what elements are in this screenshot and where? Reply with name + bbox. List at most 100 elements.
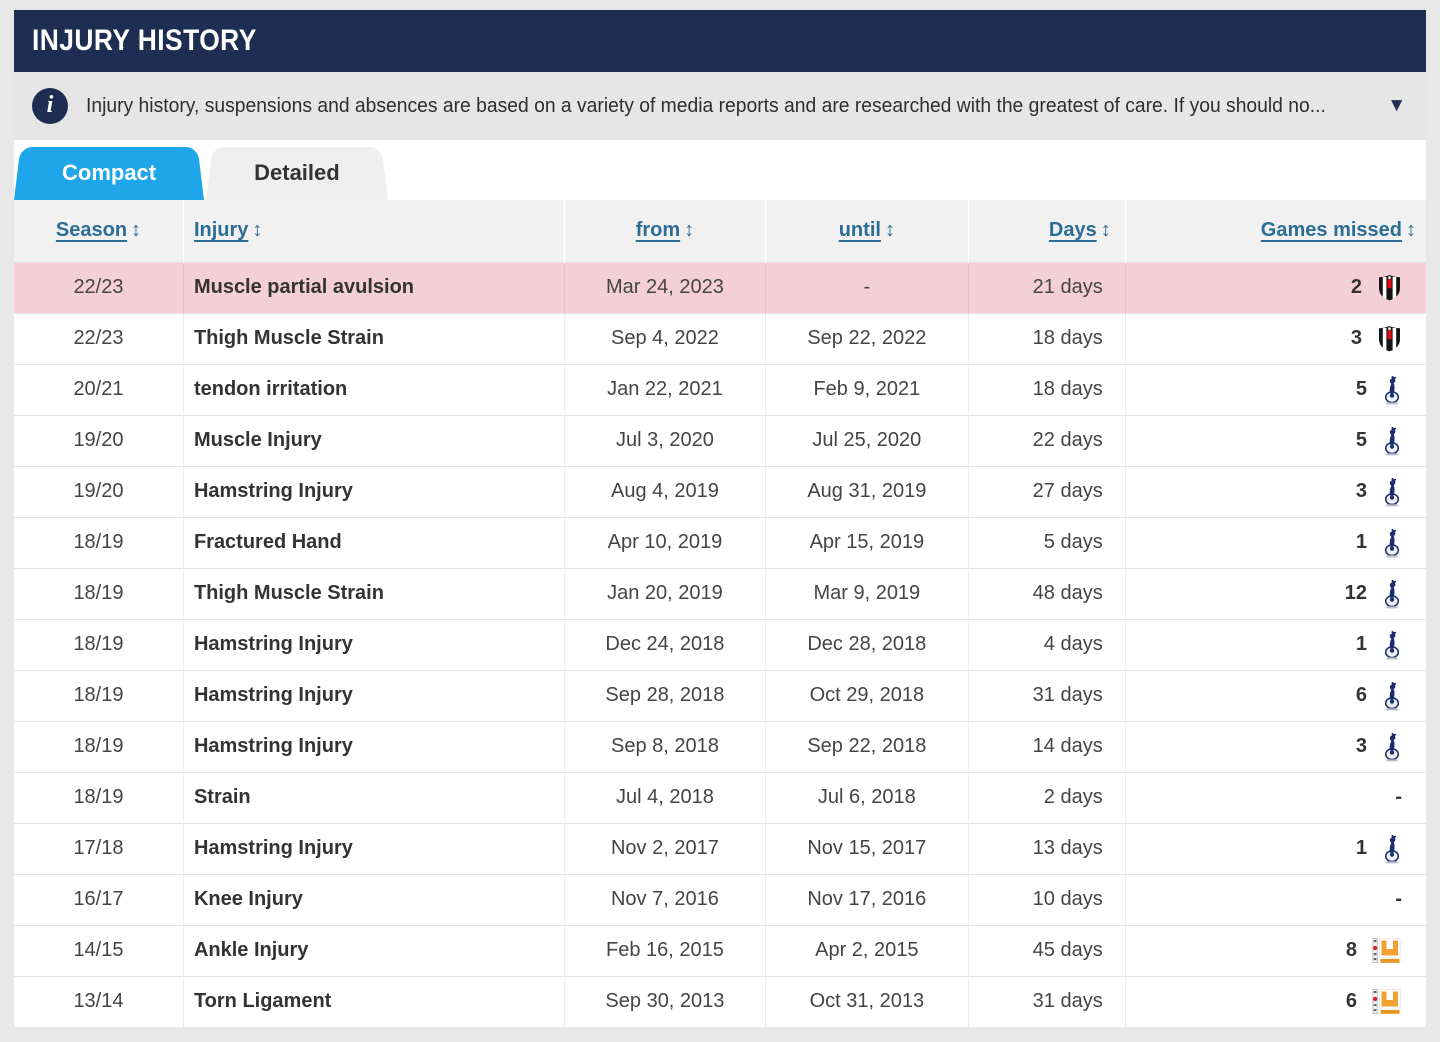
days-cell: 22 days (967, 415, 1126, 466)
games-missed-cell: 3 (1124, 466, 1426, 517)
caret-down-icon[interactable]: ▼ (1387, 95, 1406, 116)
column-label: Games missed (1260, 219, 1402, 242)
days-cell: 5 days (967, 517, 1126, 568)
from-date-cell: Jan 20, 2019 (564, 568, 766, 619)
column-label: Season (55, 219, 128, 242)
mk-dons-club-icon[interactable] (1372, 937, 1402, 964)
tottenham-club-icon[interactable] (1382, 426, 1402, 456)
games-missed-cell: - (1124, 874, 1426, 925)
from-date-cell: Jan 22, 2021 (564, 364, 766, 415)
season-cell: 14/15 (73, 939, 124, 961)
games-missed-value: 1 (1355, 633, 1367, 655)
days-cell: 31 days (967, 976, 1126, 1027)
table-row: 16/17 Knee Injury Nov 7, 2016 Nov 17, 20… (14, 874, 1426, 925)
season-cell: 17/18 (73, 837, 124, 859)
games-missed-cell: 6 (1124, 976, 1426, 1027)
from-date-cell: Sep 28, 2018 (564, 670, 766, 721)
games-missed-value: - (1395, 786, 1402, 808)
injury-cell: Hamstring Injury (182, 619, 565, 670)
injury-card: Compact Detailed Season ↕ Injury ↕ from ↕ u… (14, 140, 1426, 1027)
mk-dons-club-icon[interactable] (1372, 988, 1402, 1015)
info-icon: i (32, 88, 68, 124)
tab-compact[interactable]: Compact (26, 147, 192, 200)
tab-detailed[interactable]: Detailed (218, 147, 376, 200)
sort-injury-link[interactable]: Injury ↕ (194, 219, 262, 241)
games-missed-value: 6 (1355, 684, 1367, 706)
injury-cell: Thigh Muscle Strain (182, 313, 565, 364)
season-cell: 16/17 (73, 888, 124, 910)
sort-from-link[interactable]: from ↕ (636, 219, 694, 241)
sort-icon: ↕ (1406, 219, 1416, 242)
injury-cell: Hamstring Injury (182, 670, 565, 721)
until-date-cell: Dec 28, 2018 (764, 619, 969, 670)
tottenham-club-icon[interactable] (1382, 834, 1402, 864)
days-cell: 18 days (967, 364, 1126, 415)
sort-season-link[interactable]: Season ↕ (56, 219, 141, 241)
until-date-cell: Jul 25, 2020 (764, 415, 969, 466)
tottenham-club-icon[interactable] (1382, 681, 1402, 711)
tottenham-club-icon[interactable] (1382, 477, 1402, 507)
tottenham-club-icon[interactable] (1382, 375, 1402, 405)
table-row: 18/19 Hamstring Injury Sep 8, 2018 Sep 2… (14, 721, 1426, 772)
until-date-cell: Oct 29, 2018 (764, 670, 969, 721)
from-date-cell: Apr 10, 2019 (564, 517, 766, 568)
injury-cell: Knee Injury (182, 874, 565, 925)
injury-cell: Muscle partial avulsion (182, 262, 565, 313)
games-missed-cell: 2 (1124, 262, 1426, 313)
until-date-cell: Nov 17, 2016 (764, 874, 969, 925)
from-date-cell: Feb 16, 2015 (564, 925, 766, 976)
tottenham-club-icon[interactable] (1382, 630, 1402, 660)
table-row: 18/19 Strain Jul 4, 2018 Jul 6, 2018 2 d… (14, 772, 1426, 823)
sort-days-link[interactable]: Days ↕ (1049, 219, 1111, 241)
days-cell: 21 days (967, 262, 1126, 313)
season-cell: 19/20 (73, 429, 124, 451)
season-cell: 18/19 (73, 633, 124, 655)
tottenham-club-icon[interactable] (1382, 732, 1402, 762)
from-date-cell: Nov 7, 2016 (564, 874, 766, 925)
games-missed-cell: 5 (1124, 415, 1426, 466)
season-cell: 22/23 (73, 327, 124, 349)
besiktas-club-icon[interactable] (1377, 325, 1402, 352)
besiktas-club-icon[interactable] (1377, 274, 1402, 301)
table-row: 13/14 Torn Ligament Sep 30, 2013 Oct 31,… (14, 976, 1426, 1027)
injury-cell: Hamstring Injury (182, 823, 565, 874)
from-date-cell: Dec 24, 2018 (564, 619, 766, 670)
until-date-cell: Aug 31, 2019 (764, 466, 969, 517)
games-missed-value: 3 (1355, 480, 1367, 502)
days-cell: 13 days (967, 823, 1126, 874)
tottenham-club-icon[interactable] (1382, 579, 1402, 609)
sort-until-link[interactable]: until ↕ (839, 219, 895, 241)
season-cell: 13/14 (73, 990, 124, 1013)
injury-table: Season ↕ Injury ↕ from ↕ until ↕ Days ↕ Games… (14, 200, 1426, 1027)
disclaimer-bar: i Injury history, suspensions and absenc… (14, 72, 1426, 140)
until-date-cell: Apr 15, 2019 (764, 517, 969, 568)
table-row: 19/20 Muscle Injury Jul 3, 2020 Jul 25, … (14, 415, 1426, 466)
until-date-cell: Mar 9, 2019 (764, 568, 969, 619)
games-missed-value: 2 (1350, 276, 1362, 298)
from-date-cell: Jul 3, 2020 (564, 415, 766, 466)
until-date-cell: Nov 15, 2017 (764, 823, 969, 874)
days-cell: 18 days (967, 313, 1126, 364)
injury-table-header: Season ↕ Injury ↕ from ↕ until ↕ Days ↕ Games… (14, 200, 1426, 262)
until-date-cell: Feb 9, 2021 (764, 364, 969, 415)
page-title: INJURY HISTORY (32, 24, 257, 57)
games-missed-cell: 8 (1124, 925, 1426, 976)
sort-games-missed-link[interactable]: Games missed ↕ (1261, 219, 1416, 241)
from-date-cell: Jul 4, 2018 (564, 772, 766, 823)
injury-cell: tendon irritation (182, 364, 565, 415)
tottenham-club-icon[interactable] (1382, 528, 1402, 558)
sort-icon: ↕ (252, 219, 263, 242)
season-cell: 18/19 (73, 531, 124, 553)
table-row: 19/20 Hamstring Injury Aug 4, 2019 Aug 3… (14, 466, 1426, 517)
sort-icon: ↕ (1100, 219, 1111, 242)
injury-table-body: 22/23 Muscle partial avulsion Mar 24, 20… (14, 262, 1426, 1027)
disclaimer-text: Injury history, suspensions and absences… (86, 94, 1325, 117)
until-date-cell: Oct 31, 2013 (764, 976, 969, 1027)
injury-cell: Muscle Injury (182, 415, 565, 466)
days-cell: 27 days (967, 466, 1126, 517)
days-cell: 31 days (967, 670, 1126, 721)
days-cell: 45 days (967, 925, 1126, 976)
games-missed-cell: 6 (1124, 670, 1426, 721)
from-date-cell: Mar 24, 2023 (564, 262, 766, 313)
